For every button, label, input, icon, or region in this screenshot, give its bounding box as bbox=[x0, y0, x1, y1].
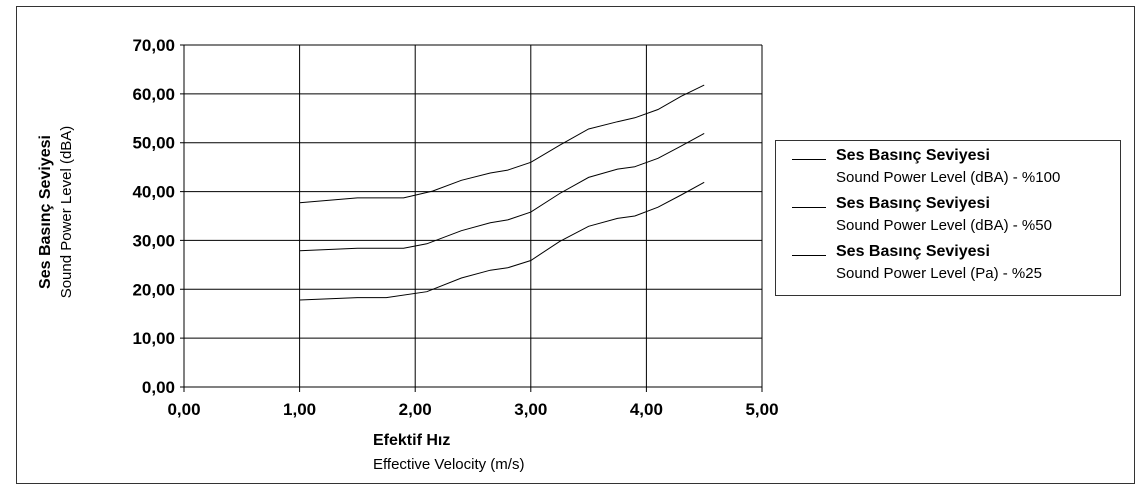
y-tick-label: 50,00 bbox=[132, 134, 175, 153]
grid-lines bbox=[180, 44, 763, 392]
legend-label-1: Sound Power Level (dBA) - %100 bbox=[836, 169, 1061, 186]
x-tick-label: 4,00 bbox=[630, 400, 663, 419]
series-line-2 bbox=[299, 132, 705, 252]
y-tick-label: 10,00 bbox=[132, 329, 175, 348]
x-axis-title: Effective Velocity (m/s) bbox=[373, 456, 524, 473]
x-tick-label: 0,00 bbox=[167, 400, 200, 419]
x-tick-label: 3,00 bbox=[514, 400, 547, 419]
x-axis-title-bold: Efektif Hız bbox=[373, 432, 450, 449]
y-axis-title: Sound Power Level (dBA) bbox=[58, 126, 75, 299]
legend-line-2 bbox=[792, 207, 826, 208]
legend-line-3 bbox=[792, 255, 826, 256]
tick-labels: 0,00 10,00 20,00 30,00 40,00 50,00 60,00 70,00 0… bbox=[132, 36, 778, 419]
y-tick-label: 30,00 bbox=[132, 231, 175, 250]
series-line-1 bbox=[299, 84, 705, 204]
y-tick-label: 0,00 bbox=[142, 378, 175, 397]
legend: Ses Basınç Seviyesi Sound Power Level (d… bbox=[775, 140, 1121, 296]
series-line-3 bbox=[299, 181, 705, 301]
y-tick-label: 70,00 bbox=[132, 36, 175, 55]
legend-label-3: Sound Power Level (Pa) - %25 bbox=[836, 265, 1042, 282]
y-axis-title-bold: Ses Basınç Seviyesi bbox=[37, 135, 54, 289]
x-tick-label: 1,00 bbox=[283, 400, 316, 419]
series-lines bbox=[299, 84, 705, 301]
x-tick-label: 5,00 bbox=[745, 400, 778, 419]
legend-label-bold-3: Ses Basınç Seviyesi bbox=[836, 243, 990, 260]
legend-label-bold-1: Ses Basınç Seviyesi bbox=[836, 147, 990, 164]
x-tick-label: 2,00 bbox=[399, 400, 432, 419]
y-tick-label: 40,00 bbox=[132, 183, 175, 202]
legend-label-2: Sound Power Level (dBA) - %50 bbox=[836, 217, 1052, 234]
legend-line-1 bbox=[792, 159, 826, 160]
y-tick-label: 20,00 bbox=[132, 280, 175, 299]
legend-label-bold-2: Ses Basınç Seviyesi bbox=[836, 195, 990, 212]
y-tick-label: 60,00 bbox=[132, 85, 175, 104]
